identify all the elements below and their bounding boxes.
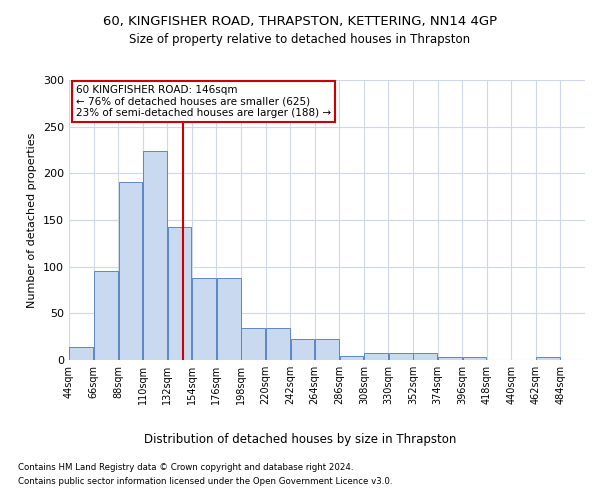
Bar — [340, 356, 364, 360]
Bar — [119, 182, 142, 360]
Bar — [193, 278, 216, 360]
Bar — [315, 338, 339, 360]
Bar — [290, 338, 314, 360]
Bar — [364, 354, 388, 360]
Text: Contains public sector information licensed under the Open Government Licence v3: Contains public sector information licen… — [18, 478, 392, 486]
Bar — [536, 357, 560, 360]
Bar — [143, 151, 167, 360]
Bar — [70, 347, 93, 360]
Text: Distribution of detached houses by size in Thrapston: Distribution of detached houses by size … — [144, 432, 456, 446]
Bar — [389, 354, 413, 360]
Text: Contains HM Land Registry data © Crown copyright and database right 2024.: Contains HM Land Registry data © Crown c… — [18, 462, 353, 471]
Bar — [266, 328, 290, 360]
Y-axis label: Number of detached properties: Number of detached properties — [28, 132, 37, 308]
Bar — [413, 354, 437, 360]
Bar — [463, 357, 486, 360]
Text: 60, KINGFISHER ROAD, THRAPSTON, KETTERING, NN14 4GP: 60, KINGFISHER ROAD, THRAPSTON, KETTERIN… — [103, 15, 497, 28]
Text: 60 KINGFISHER ROAD: 146sqm
← 76% of detached houses are smaller (625)
23% of sem: 60 KINGFISHER ROAD: 146sqm ← 76% of deta… — [76, 84, 331, 118]
Bar — [94, 272, 118, 360]
Bar — [438, 357, 461, 360]
Text: Size of property relative to detached houses in Thrapston: Size of property relative to detached ho… — [130, 32, 470, 46]
Bar — [241, 328, 265, 360]
Bar — [217, 278, 241, 360]
Bar — [168, 226, 191, 360]
